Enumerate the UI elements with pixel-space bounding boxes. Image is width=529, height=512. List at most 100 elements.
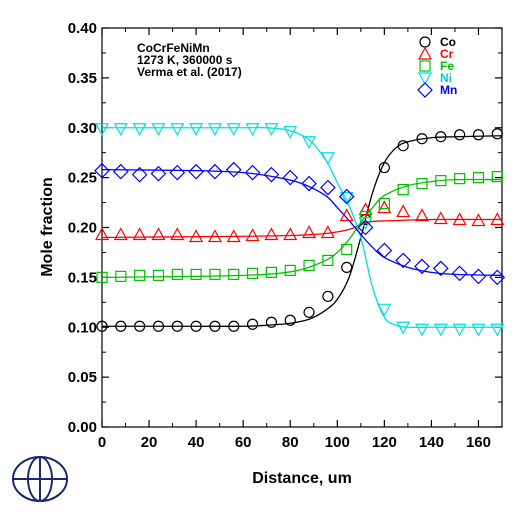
marker-fe bbox=[454, 173, 466, 185]
marker-fe bbox=[228, 268, 240, 280]
marker-ni bbox=[283, 126, 298, 139]
annotation-alloy: CoCrFeNiMn bbox=[137, 41, 210, 55]
marker-mn bbox=[395, 252, 412, 269]
marker-fe bbox=[284, 264, 296, 276]
y-tick-label: 0.15 bbox=[68, 269, 97, 286]
marker-mn bbox=[131, 166, 148, 183]
y-tick-label: 0.30 bbox=[68, 120, 97, 137]
marker-cr bbox=[452, 212, 467, 226]
markers-mn bbox=[94, 161, 506, 286]
x-tick-label: 60 bbox=[235, 434, 252, 451]
y-tick-label: 0.35 bbox=[68, 70, 97, 87]
marker-fe bbox=[341, 243, 353, 256]
marker-ni bbox=[490, 323, 505, 337]
marker-co bbox=[378, 162, 390, 174]
marker-ni bbox=[377, 303, 392, 317]
marker-mn bbox=[188, 163, 204, 180]
y-tick-label: 0.05 bbox=[68, 369, 97, 386]
marker-mn bbox=[282, 169, 299, 186]
marker-cr bbox=[433, 211, 448, 225]
marker-cr bbox=[264, 227, 279, 241]
marker-co bbox=[284, 314, 296, 326]
marker-ni bbox=[113, 123, 128, 137]
marker-mn bbox=[94, 162, 110, 179]
marker-mn bbox=[451, 265, 468, 282]
marker-co bbox=[341, 261, 353, 273]
y-tick-label: 0.10 bbox=[68, 319, 97, 336]
marker-cr bbox=[189, 229, 204, 243]
marker-fe bbox=[115, 270, 127, 282]
marker-ni bbox=[320, 152, 335, 165]
annotation-block: CoCrFeNiMn 1273 K, 360000 s Verma et al.… bbox=[137, 41, 242, 79]
marker-ni bbox=[302, 136, 317, 149]
marker-ni bbox=[132, 123, 147, 137]
marker-co bbox=[115, 320, 127, 332]
legend-marker-fe bbox=[419, 60, 431, 72]
marker-mn bbox=[320, 179, 336, 196]
legend-marker-ni bbox=[417, 72, 433, 86]
marker-cr bbox=[396, 204, 411, 218]
marker-fe bbox=[472, 172, 485, 184]
marker-cr bbox=[320, 225, 335, 239]
x-tick-label: 40 bbox=[188, 434, 205, 451]
marker-co bbox=[472, 129, 485, 141]
marker-fe bbox=[190, 268, 202, 280]
marker-ni bbox=[396, 321, 411, 335]
x-tick-labels: 0 20 40 60 80 100 120 140 160 bbox=[98, 434, 491, 451]
marker-mn bbox=[150, 165, 167, 182]
marker-mn bbox=[112, 163, 129, 180]
marker-mn bbox=[169, 164, 186, 181]
marker-mn bbox=[376, 242, 393, 259]
x-axis-title: Distance, um bbox=[252, 470, 352, 487]
marker-cr bbox=[414, 208, 430, 222]
marker-co bbox=[265, 316, 278, 328]
marker-ni bbox=[433, 323, 448, 337]
marker-cr bbox=[94, 227, 110, 241]
marker-ni bbox=[452, 323, 467, 337]
marker-cr bbox=[283, 227, 298, 241]
plot-area bbox=[101, 27, 503, 428]
marker-co bbox=[152, 320, 165, 332]
marker-mn bbox=[338, 188, 355, 205]
annotation-source: Verma et al. (2017) bbox=[137, 65, 242, 79]
software-logo bbox=[12, 456, 68, 502]
legend-marker-cr bbox=[417, 46, 433, 60]
legend-label-fe: Fe bbox=[440, 59, 454, 73]
marker-mn bbox=[470, 268, 487, 285]
marker-ni bbox=[207, 123, 222, 137]
marker-fe bbox=[152, 269, 165, 281]
marker-fe bbox=[209, 268, 221, 280]
marker-mn bbox=[489, 269, 506, 286]
marker-mn bbox=[357, 219, 374, 236]
x-tick-label: 140 bbox=[419, 434, 444, 451]
marker-co bbox=[246, 318, 259, 330]
marker-co bbox=[96, 320, 108, 332]
marker-co bbox=[397, 140, 409, 152]
marker-cr bbox=[358, 202, 373, 216]
marker-cr bbox=[245, 228, 260, 242]
marker-co bbox=[303, 306, 315, 318]
marker-mn bbox=[414, 258, 430, 275]
x-tick-label: 160 bbox=[466, 434, 491, 451]
marker-ni bbox=[170, 123, 185, 137]
x-tick-label: 100 bbox=[325, 434, 350, 451]
marker-co bbox=[454, 129, 466, 141]
marker-cr bbox=[170, 227, 185, 241]
marker-co bbox=[322, 290, 334, 302]
marker-ni bbox=[94, 123, 110, 137]
marker-cr bbox=[226, 229, 241, 243]
legend-label-co: Co bbox=[440, 35, 456, 49]
marker-mn bbox=[244, 164, 261, 181]
marker-cr bbox=[151, 227, 166, 241]
marker-ni bbox=[189, 123, 204, 137]
marker-cr bbox=[113, 227, 128, 241]
legend-marker-mn bbox=[417, 82, 433, 98]
marker-fe bbox=[171, 268, 183, 280]
marker-co bbox=[190, 320, 202, 332]
marker-ni bbox=[245, 123, 260, 137]
legend-label-cr: Cr bbox=[440, 47, 454, 61]
y-axis-title: Mole fraction bbox=[39, 177, 56, 277]
marker-co bbox=[435, 131, 447, 143]
marker-fe bbox=[246, 267, 259, 279]
